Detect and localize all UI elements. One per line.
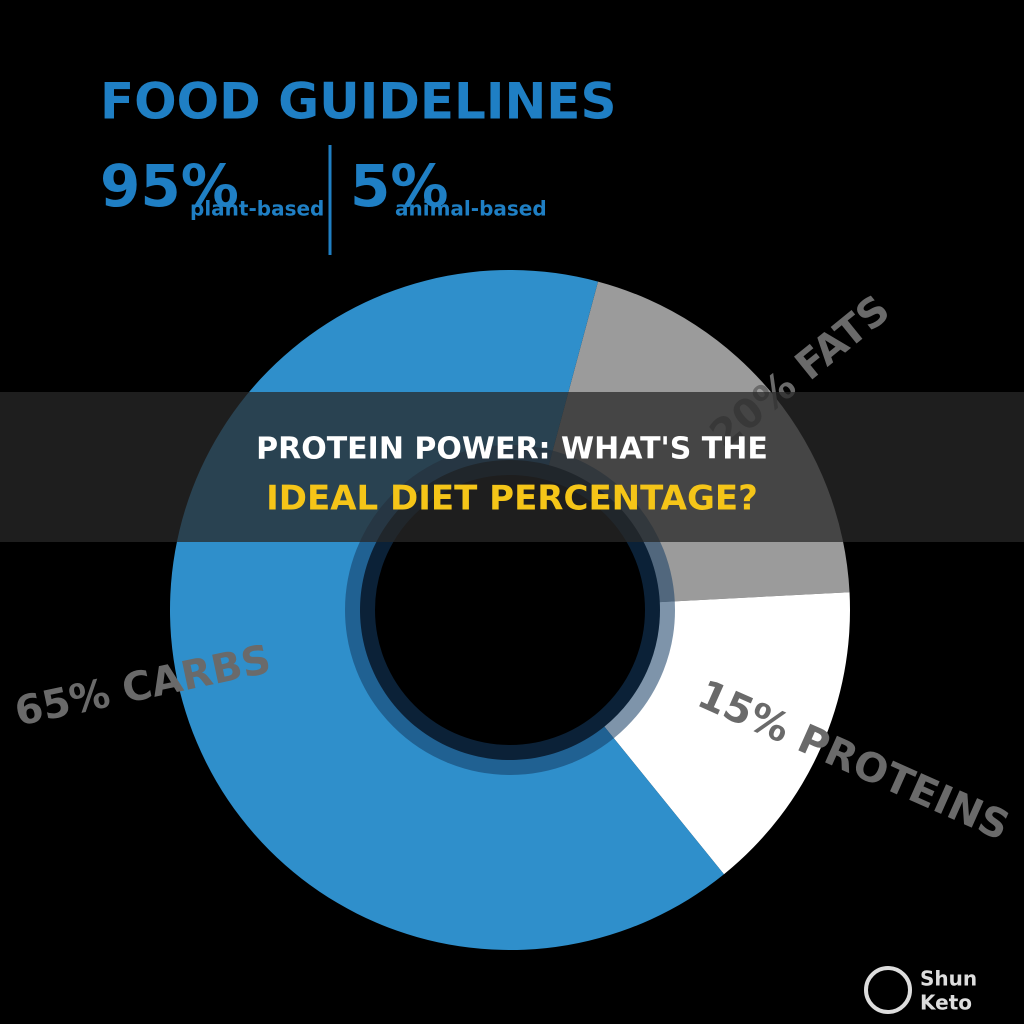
title: FOOD GUIDELINES (100, 73, 616, 131)
logo-text: Keto (920, 991, 972, 1015)
hole (385, 485, 635, 735)
stat-caption: plant-based (190, 197, 324, 221)
stat-caption: animal-based (395, 197, 547, 221)
stat-figure: 95% (100, 152, 239, 220)
stat-figure: 5% (350, 152, 448, 220)
banner-line: IDEAL DIET PERCENTAGE? (266, 479, 758, 519)
logo-text: Shun (920, 967, 977, 991)
banner (0, 392, 1024, 542)
logo-icon (864, 966, 912, 1014)
banner-line: PROTEIN POWER: WHAT'S THE (256, 432, 768, 467)
